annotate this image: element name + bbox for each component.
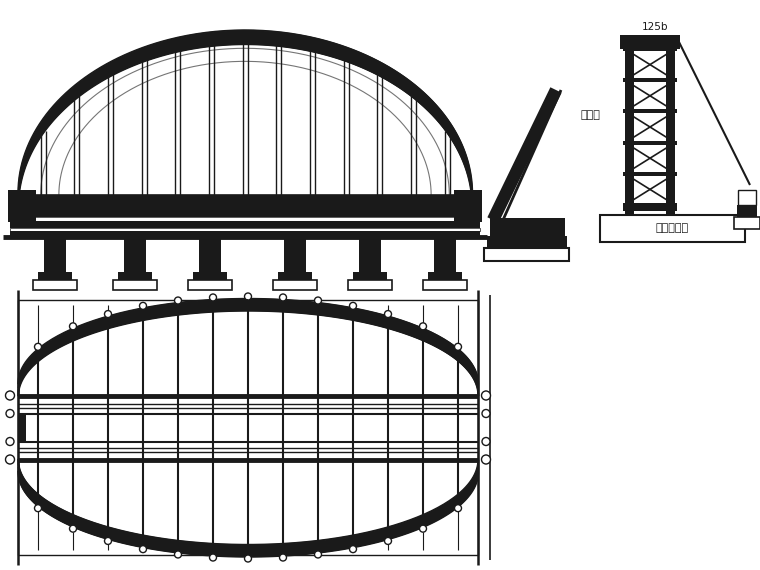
Bar xyxy=(434,237,456,272)
Circle shape xyxy=(245,293,252,300)
Circle shape xyxy=(140,302,147,310)
Bar xyxy=(118,272,152,280)
Bar xyxy=(490,218,565,236)
Circle shape xyxy=(6,392,14,400)
Bar xyxy=(193,272,227,280)
Circle shape xyxy=(5,391,14,400)
Bar xyxy=(10,217,480,221)
Bar xyxy=(284,237,306,272)
Circle shape xyxy=(280,294,287,301)
Circle shape xyxy=(69,525,77,532)
Circle shape xyxy=(385,538,391,544)
Circle shape xyxy=(315,297,321,304)
Circle shape xyxy=(482,409,490,417)
Circle shape xyxy=(420,525,426,532)
Bar xyxy=(113,280,157,290)
Circle shape xyxy=(350,545,356,553)
Circle shape xyxy=(104,538,112,544)
Circle shape xyxy=(34,504,42,512)
Bar xyxy=(487,236,567,248)
Bar xyxy=(33,280,77,290)
Text: 剪刀撑: 剪刀撑 xyxy=(580,110,600,120)
Circle shape xyxy=(210,294,217,301)
Bar xyxy=(353,272,387,280)
Circle shape xyxy=(482,391,490,400)
Bar xyxy=(666,45,675,215)
Text: 125b: 125b xyxy=(642,22,669,32)
Bar xyxy=(484,248,569,261)
Bar xyxy=(428,272,462,280)
Circle shape xyxy=(175,297,182,304)
Circle shape xyxy=(385,311,391,317)
Circle shape xyxy=(420,323,426,330)
Bar xyxy=(10,195,480,217)
Circle shape xyxy=(482,438,490,446)
Text: 混凝土基础: 混凝土基础 xyxy=(226,298,264,311)
Bar xyxy=(734,217,760,229)
Bar xyxy=(423,280,467,290)
Bar xyxy=(623,109,677,113)
Bar xyxy=(273,280,317,290)
Circle shape xyxy=(6,455,14,463)
Circle shape xyxy=(210,554,217,561)
Bar xyxy=(18,413,26,442)
Bar xyxy=(10,231,480,237)
Bar xyxy=(199,237,221,272)
Bar xyxy=(600,215,745,242)
Circle shape xyxy=(69,323,77,330)
Bar xyxy=(620,35,680,49)
Circle shape xyxy=(245,555,252,562)
Bar xyxy=(278,272,312,280)
Bar xyxy=(348,280,392,290)
Circle shape xyxy=(315,551,321,558)
Circle shape xyxy=(454,504,461,512)
Circle shape xyxy=(104,311,112,317)
Circle shape xyxy=(5,455,14,464)
Circle shape xyxy=(482,455,490,463)
Bar xyxy=(359,237,381,272)
Circle shape xyxy=(482,455,490,464)
Bar xyxy=(625,45,634,215)
Circle shape xyxy=(482,392,490,400)
Bar xyxy=(8,190,36,222)
Bar xyxy=(454,190,482,222)
Circle shape xyxy=(350,302,356,310)
Circle shape xyxy=(6,409,14,417)
Bar xyxy=(38,272,72,280)
Text: 混凝土基础: 混凝土基础 xyxy=(656,223,689,234)
Circle shape xyxy=(280,554,287,561)
Bar xyxy=(44,237,66,272)
Circle shape xyxy=(34,343,42,351)
Bar xyxy=(623,172,677,176)
Circle shape xyxy=(140,545,147,553)
Bar xyxy=(124,237,146,272)
Circle shape xyxy=(175,551,182,558)
Bar xyxy=(623,141,677,145)
Bar xyxy=(188,280,232,290)
Circle shape xyxy=(6,438,14,446)
Bar xyxy=(623,47,677,51)
Bar xyxy=(10,221,480,228)
Bar xyxy=(10,228,480,231)
Circle shape xyxy=(454,343,461,351)
Bar xyxy=(623,78,677,82)
Bar xyxy=(738,190,756,205)
Bar xyxy=(737,205,757,217)
Bar xyxy=(623,203,677,211)
Bar xyxy=(18,300,478,555)
